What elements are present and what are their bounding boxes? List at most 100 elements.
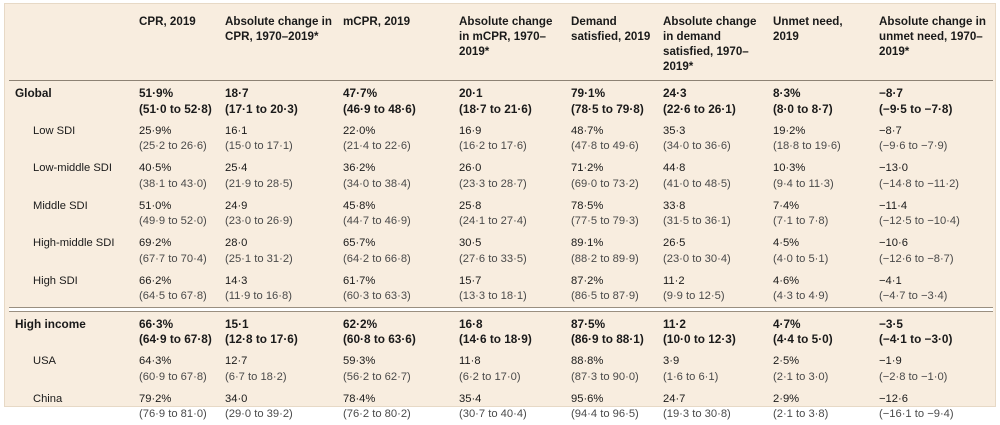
row-label: USA (9, 350, 133, 388)
row-label: Middle SDI (9, 195, 133, 233)
table-cell: 24·9(23·0 to 26·9) (219, 195, 337, 233)
cell-value: 26·5 (663, 236, 763, 252)
cell-uncertainty-interval: (31·5 to 36·1) (663, 214, 763, 230)
table-cell: 79·2%(76·9 to 81·0) (133, 388, 219, 425)
column-header: Absolute change in CPR, 1970–2019* (219, 8, 337, 81)
cell-uncertainty-interval: (19·3 to 30·8) (663, 407, 763, 423)
table-cell: 79·1%(78·5 to 79·8) (565, 81, 657, 120)
cell-value: 26·0 (459, 161, 561, 177)
table-cell: 26·5(23·0 to 30·4) (657, 232, 767, 270)
cell-value: 34·0 (225, 392, 333, 408)
cell-value: −12·6 (879, 392, 989, 408)
cell-uncertainty-interval: (46·9 to 48·6) (343, 102, 449, 118)
cell-value: 79·1% (571, 86, 653, 102)
cell-uncertainty-interval: (4·3 to 4·9) (773, 289, 869, 305)
cell-value: 2·5% (773, 354, 869, 370)
cell-uncertainty-interval: (8·0 to 8·7) (773, 102, 869, 118)
cell-value: 18·7 (225, 86, 333, 102)
cell-value: 8·3% (773, 86, 869, 102)
cell-uncertainty-interval: (34·0 to 36·6) (663, 139, 763, 155)
cell-uncertainty-interval: (27·6 to 33·5) (459, 252, 561, 268)
cell-uncertainty-interval: (13·3 to 18·1) (459, 289, 561, 305)
table-cell: 62·2%(60·8 to 63·6) (337, 311, 453, 350)
table-cell: 2·9%(2·1 to 3·8) (767, 388, 873, 425)
cell-value: 51·9% (139, 86, 215, 102)
table-cell: 4·6%(4·3 to 4·9) (767, 270, 873, 308)
table-cell: 78·4%(76·2 to 80·2) (337, 388, 453, 425)
table-cell: −12·6(−16·1 to −9·4) (873, 388, 993, 425)
cell-value: 11·8 (459, 354, 561, 370)
cell-value: 2·9% (773, 392, 869, 408)
table-cell: 26·0(23·3 to 28·7) (453, 157, 565, 195)
cell-uncertainty-interval: (60·8 to 63·6) (343, 332, 449, 348)
cell-value: 64·3% (139, 354, 215, 370)
table-cell: 4·7%(4·4 to 5·0) (767, 311, 873, 350)
table-cell: 7·4%(7·1 to 7·8) (767, 195, 873, 233)
cell-uncertainty-interval: (23·0 to 30·4) (663, 252, 763, 268)
table-cell: 47·7%(46·9 to 48·6) (337, 81, 453, 120)
table-cell: 15·1(12·8 to 17·6) (219, 311, 337, 350)
cell-value: 16·1 (225, 124, 333, 140)
cell-uncertainty-interval: (21·9 to 28·5) (225, 177, 333, 193)
cell-uncertainty-interval: (56·2 to 62·7) (343, 370, 449, 386)
cell-uncertainty-interval: (49·9 to 52·0) (139, 214, 215, 230)
cell-value: 10·3% (773, 161, 869, 177)
table-cell: 8·3%(8·0 to 8·7) (767, 81, 873, 120)
cell-uncertainty-interval: (7·1 to 7·8) (773, 214, 869, 230)
cell-uncertainty-interval: (−12·5 to −10·4) (879, 214, 989, 230)
table-cell: 69·2%(67·7 to 70·4) (133, 232, 219, 270)
cell-value: 65·7% (343, 236, 449, 252)
cell-value: 7·4% (773, 199, 869, 215)
table-cell: 65·7%(64·2 to 66·8) (337, 232, 453, 270)
table-cell: −8·7(−9·6 to −7·9) (873, 120, 993, 158)
cell-value: 4·7% (773, 317, 869, 333)
cell-uncertainty-interval: (17·1 to 20·3) (225, 102, 333, 118)
table-cell: 51·9%(51·0 to 52·8) (133, 81, 219, 120)
table-cell: 88·8%(87·3 to 90·0) (565, 350, 657, 388)
column-header: Absolute change in unmet need, 1970–2019… (873, 8, 993, 81)
cell-uncertainty-interval: (86·5 to 87·9) (571, 289, 653, 305)
table-cell: 64·3%(60·9 to 67·8) (133, 350, 219, 388)
cell-uncertainty-interval: (34·0 to 38·4) (343, 177, 449, 193)
cell-uncertainty-interval: (24·1 to 27·4) (459, 214, 561, 230)
table-cell: 11·2(9·9 to 12·5) (657, 270, 767, 308)
table-cell: 71·2%(69·0 to 73·2) (565, 157, 657, 195)
cell-value: 12·7 (225, 354, 333, 370)
cell-uncertainty-interval: (12·8 to 17·6) (225, 332, 333, 348)
cell-uncertainty-interval: (6·2 to 17·0) (459, 370, 561, 386)
cell-uncertainty-interval: (60·3 to 63·3) (343, 289, 449, 305)
cell-value: 30·5 (459, 236, 561, 252)
table-cell: −1·9(−2·8 to −1·0) (873, 350, 993, 388)
cell-value: 11·2 (663, 317, 763, 333)
table-cell: 11·8(6·2 to 17·0) (453, 350, 565, 388)
table-cell: 25·9%(25·2 to 26·6) (133, 120, 219, 158)
table-cell: 87·5%(86·9 to 88·1) (565, 311, 657, 350)
column-header-label (9, 8, 133, 81)
table-cell: 95·6%(94·4 to 96·5) (565, 388, 657, 425)
cell-value: 25·9% (139, 124, 215, 140)
table-cell: 35·4(30·7 to 40·4) (453, 388, 565, 425)
cell-value: 40·5% (139, 161, 215, 177)
cell-uncertainty-interval: (64·2 to 66·8) (343, 252, 449, 268)
table-cell: 19·2%(18·8 to 19·6) (767, 120, 873, 158)
column-header: Demand satisfied, 2019 (565, 8, 657, 81)
table-cell: 45·8%(44·7 to 46·9) (337, 195, 453, 233)
column-header: Absolute change in demand satisfied, 197… (657, 8, 767, 81)
cell-value: 24·9 (225, 199, 333, 215)
cell-uncertainty-interval: (67·7 to 70·4) (139, 252, 215, 268)
cell-uncertainty-interval: (2·1 to 3·8) (773, 407, 869, 423)
table-cell: 4·5%(4·0 to 5·1) (767, 232, 873, 270)
table-cell: 44·8(41·0 to 48·5) (657, 157, 767, 195)
row-label: Low-middle SDI (9, 157, 133, 195)
table-cell: 12·7(6·7 to 18·2) (219, 350, 337, 388)
table-cell: 51·0%(49·9 to 52·0) (133, 195, 219, 233)
table-cell: 48·7%(47·8 to 49·6) (565, 120, 657, 158)
cell-value: −11·4 (879, 199, 989, 215)
table-cell: 28·0(25·1 to 31·2) (219, 232, 337, 270)
